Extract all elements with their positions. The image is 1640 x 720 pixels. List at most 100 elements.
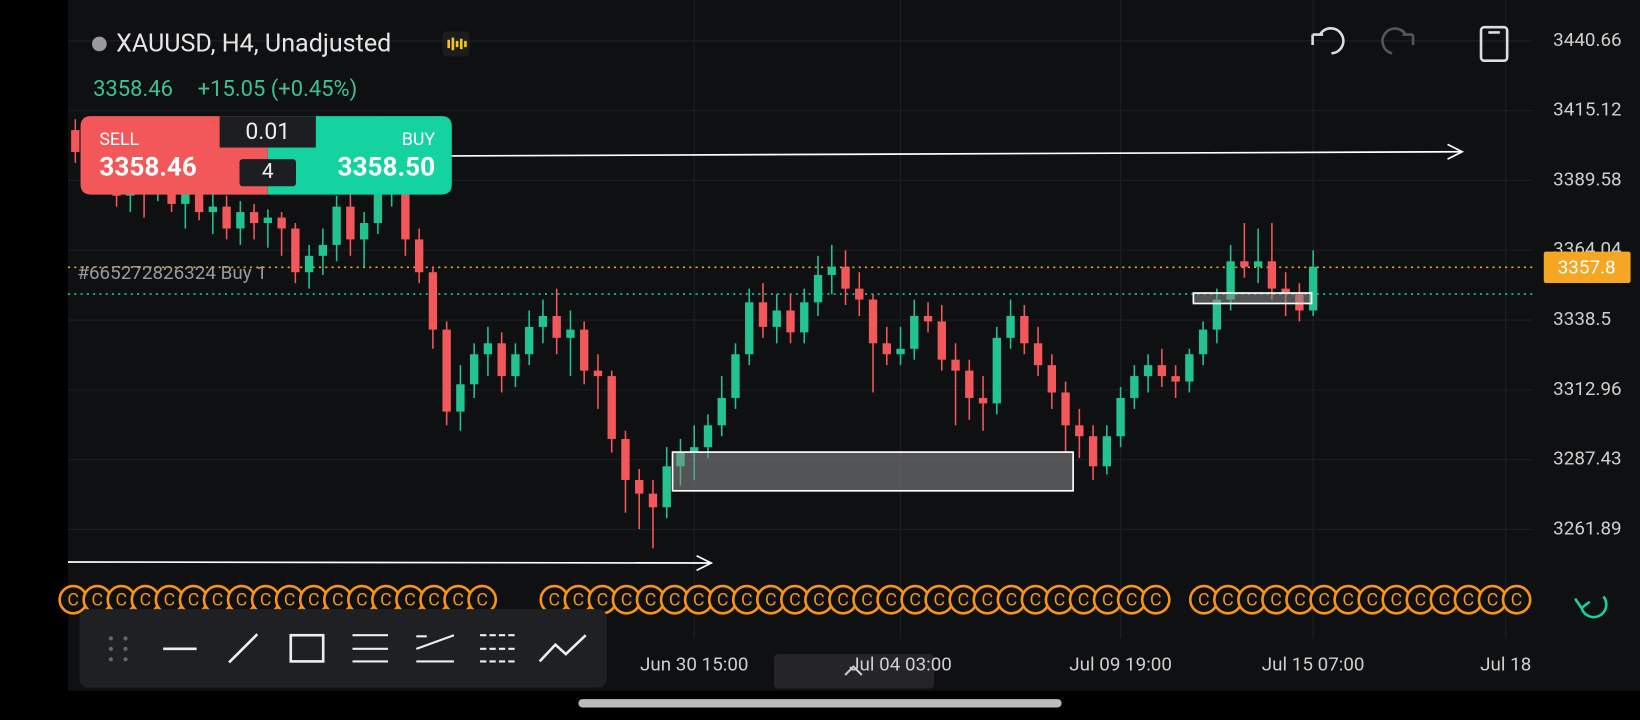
drawn-rectangle[interactable] <box>1192 292 1313 305</box>
drag-handle[interactable] <box>108 636 128 662</box>
y-tick-label: 3338.5 <box>1553 308 1611 330</box>
candle-body <box>277 217 286 229</box>
event-marker-label: C <box>1006 590 1018 610</box>
event-marker-label: C <box>91 590 103 610</box>
candle-body <box>1033 343 1043 366</box>
position-label[interactable]: #665272826324 Buy 1 <box>77 262 266 284</box>
candle-body <box>1253 261 1263 267</box>
drawn-arrow[interactable] <box>449 150 1463 157</box>
event-marker[interactable] <box>1501 584 1532 615</box>
candle-body <box>1198 329 1208 355</box>
candle-body <box>318 244 328 256</box>
candle-body <box>1185 354 1194 382</box>
event-marker-label: C <box>260 590 272 610</box>
event-marker-label: C <box>837 590 849 610</box>
event-marker-label: C <box>1366 590 1378 610</box>
tool-pitchfork[interactable] <box>480 634 517 663</box>
candle-body <box>662 466 671 508</box>
event-marker-label: C <box>116 590 128 610</box>
event-marker-label: C <box>476 590 488 610</box>
candle-body <box>401 173 410 240</box>
tool-channel[interactable] <box>352 634 389 663</box>
chart-bg <box>67 0 1640 691</box>
candle-body <box>951 359 960 371</box>
drawn-arrow[interactable] <box>67 561 712 564</box>
event-marker-label: C <box>1439 590 1451 610</box>
event-marker-label: C <box>140 590 152 610</box>
reset-button[interactable] <box>1574 595 1608 619</box>
event-marker-label: C <box>1126 590 1138 610</box>
event-marker-label: C <box>1294 590 1306 610</box>
volume-box[interactable] <box>219 116 316 148</box>
event-marker-label: C <box>1415 590 1427 610</box>
candle-body <box>1116 397 1125 437</box>
tool-path[interactable] <box>538 634 587 663</box>
candle-body <box>868 299 878 344</box>
volume[interactable]: 0.01 <box>245 118 290 145</box>
status-dot <box>92 36 107 52</box>
candle-body <box>772 310 781 327</box>
collapse-tab[interactable] <box>773 654 935 689</box>
event-marker-label: C <box>669 590 681 610</box>
candle-body <box>896 348 905 355</box>
event-marker-label: C <box>1246 590 1258 610</box>
event-marker-label: C <box>549 590 561 610</box>
candle-body <box>813 274 823 303</box>
candle-body <box>71 130 80 152</box>
candle-body <box>910 315 919 349</box>
current-price-tag <box>1543 251 1631 284</box>
candle-body <box>1240 261 1249 267</box>
candle-body <box>566 329 575 338</box>
orientation-button[interactable] <box>1479 25 1509 63</box>
candle-body <box>263 217 273 224</box>
candle-body <box>456 384 465 412</box>
candle-body <box>552 315 561 338</box>
event-marker-label: C <box>188 590 200 610</box>
event-marker-label: C <box>621 590 633 610</box>
sell-price: 3358.46 <box>99 152 197 182</box>
y-tick-label: 3389.58 <box>1553 168 1621 190</box>
candle-body <box>992 337 1001 404</box>
candle-body <box>346 206 355 240</box>
tool-trendline[interactable] <box>228 633 259 664</box>
event-marker-label: C <box>885 590 897 610</box>
price-axis: 3440.663415.123389.583364.043338.53312.9… <box>1543 29 1631 539</box>
event-marker-label: C <box>308 590 320 610</box>
symbol-title[interactable]: XAUUSD, H4, Unadjusted <box>116 30 391 59</box>
event-marker[interactable] <box>1140 584 1171 615</box>
candle-body <box>745 302 754 355</box>
spread: 4 <box>262 160 274 184</box>
redo-button[interactable] <box>1381 27 1415 55</box>
candle-body <box>607 376 616 439</box>
candle-body <box>1061 392 1070 426</box>
candle-body <box>855 288 864 300</box>
event-marker-label: C <box>1270 590 1282 610</box>
x-tick-label: Jul 18 <box>1480 654 1531 676</box>
x-tick-label: Jul 15 07:00 <box>1262 654 1365 676</box>
event-marker-label: C <box>597 590 609 610</box>
event-marker-label: C <box>284 590 296 610</box>
last-price: 3358.46 <box>93 77 173 102</box>
tool-rectangle[interactable] <box>289 633 325 663</box>
undo-button[interactable] <box>1311 27 1345 55</box>
event-marker-label: C <box>693 590 705 610</box>
event-marker-label: C <box>1030 590 1042 610</box>
tool-fib[interactable] <box>415 634 455 663</box>
candle-body <box>469 354 479 385</box>
candle-body <box>923 315 933 322</box>
event-marker-label: C <box>1198 590 1210 610</box>
signal-bars <box>447 37 467 51</box>
x-tick-label: Jul 09 19:00 <box>1069 654 1172 676</box>
candle-body <box>332 206 341 245</box>
candle-body <box>428 272 438 330</box>
candle-body <box>208 206 218 213</box>
candle-body <box>1171 376 1180 382</box>
candle-body <box>1267 261 1277 289</box>
y-tick-label: 3287.43 <box>1553 448 1621 470</box>
y-tick-label: 3415.12 <box>1553 99 1621 121</box>
candle-body <box>593 370 603 377</box>
drawn-rectangle[interactable] <box>671 451 1074 492</box>
candle-body <box>414 239 424 273</box>
candle-body <box>841 266 850 289</box>
